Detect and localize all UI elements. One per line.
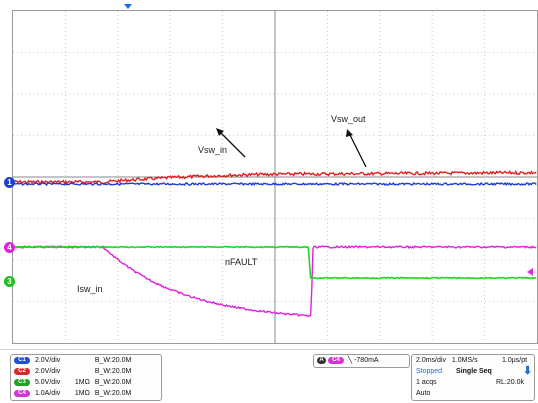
ch4-ground-marker[interactable]: 4 [4,242,15,253]
trigger-level-icon[interactable] [527,268,533,276]
trigger-panel[interactable]: A C4 ╲ -780mA [313,354,410,368]
acq-mode: Single Seq [456,368,492,375]
ch3-scale: 5.0V/div [34,379,61,386]
status-bar: C1 2.0V/div B_W:20.0M C2 2.0V/div B_W:20… [0,349,538,403]
acq-count: 1 acqs [416,379,437,386]
ch2-scale: 2.0V/div [34,368,61,375]
acq-state-row: Stopped Single Seq [416,367,492,377]
oscilloscope-display: Vsw_in Vsw_out nFAULT Isw_in 1 4 3 [4,4,538,344]
trace-ch1-vsw-in [13,181,537,187]
arrow-down-icon: ⬇ [523,365,533,377]
waveform-screen[interactable]: Vsw_in Vsw_out nFAULT Isw_in [12,10,538,344]
trigger-a-badge: A [317,356,326,364]
arrow-head-vsw-out [346,129,353,137]
trigger-level: -780mA [354,357,379,364]
label-vsw-in: Vsw_in [198,145,228,155]
ch1-ground-marker[interactable]: 1 [4,177,15,188]
ch3-badge: C3 [14,378,30,386]
ch2-bandwidth: B_W:20.0M [94,368,132,375]
channel-row-2[interactable]: C2 2.0V/div B_W:20.0M [14,367,131,377]
trace-ch4-isw-in [13,244,537,317]
ch3-bandwidth: B_W:20.0M [94,379,132,386]
ch3-ground-marker[interactable]: 3 [4,276,15,287]
sample-rate: 1.0MS/s [451,357,478,364]
trace-ch3-nfault [13,245,537,280]
channel-row-1[interactable]: C1 2.0V/div B_W:20.0M [14,356,131,366]
label-nfault: nFAULT [225,257,258,267]
ch4-scale: 1.0A/div [34,390,61,397]
trigger-position-icon[interactable] [124,4,132,9]
arrow-vsw-out [348,132,367,168]
run-state: Stopped [416,368,443,375]
trigger-source-badge: C4 [327,356,344,364]
ch4-bandwidth: B_W:20.0M [94,390,132,397]
trigger-mode: Auto [416,390,431,397]
label-isw-in: Isw_in [77,284,103,294]
timebase: 2.0ms/div [416,357,446,364]
arrow-head-vsw-in [216,128,224,136]
ch4-badge: C4 [14,389,30,397]
ch3-impedance: 1MΩ [74,379,90,386]
ch1-scale: 2.0V/div [34,357,61,364]
channel-settings-panel: C1 2.0V/div B_W:20.0M C2 2.0V/div B_W:20… [10,354,162,401]
trace-ch2-vsw-out [13,169,537,185]
ch1-bandwidth: B_W:20.0M [94,357,132,364]
trigger-slope-icon: ╲ [347,357,353,364]
channel-row-3[interactable]: C3 5.0V/div 1MΩ B_W:20.0M [14,378,131,388]
ch2-badge: C2 [14,367,30,375]
resolution: 1.0µs/pt [502,357,528,364]
arrow-vsw-in [217,129,246,158]
timebase-row: 2.0ms/div 1.0MS/s [416,356,478,366]
label-vsw-out: Vsw_out [331,114,366,124]
record-length: RL:20.0k [496,379,525,386]
ch1-badge: C1 [14,356,30,364]
acquisition-panel[interactable]: 2.0ms/div 1.0MS/s 1.0µs/pt Stopped Singl… [411,354,535,401]
ch4-impedance: 1MΩ [74,390,90,397]
waveforms [13,128,537,317]
channel-row-4[interactable]: C4 1.0A/div 1MΩ B_W:20.0M [14,389,131,399]
graticule [13,11,537,343]
